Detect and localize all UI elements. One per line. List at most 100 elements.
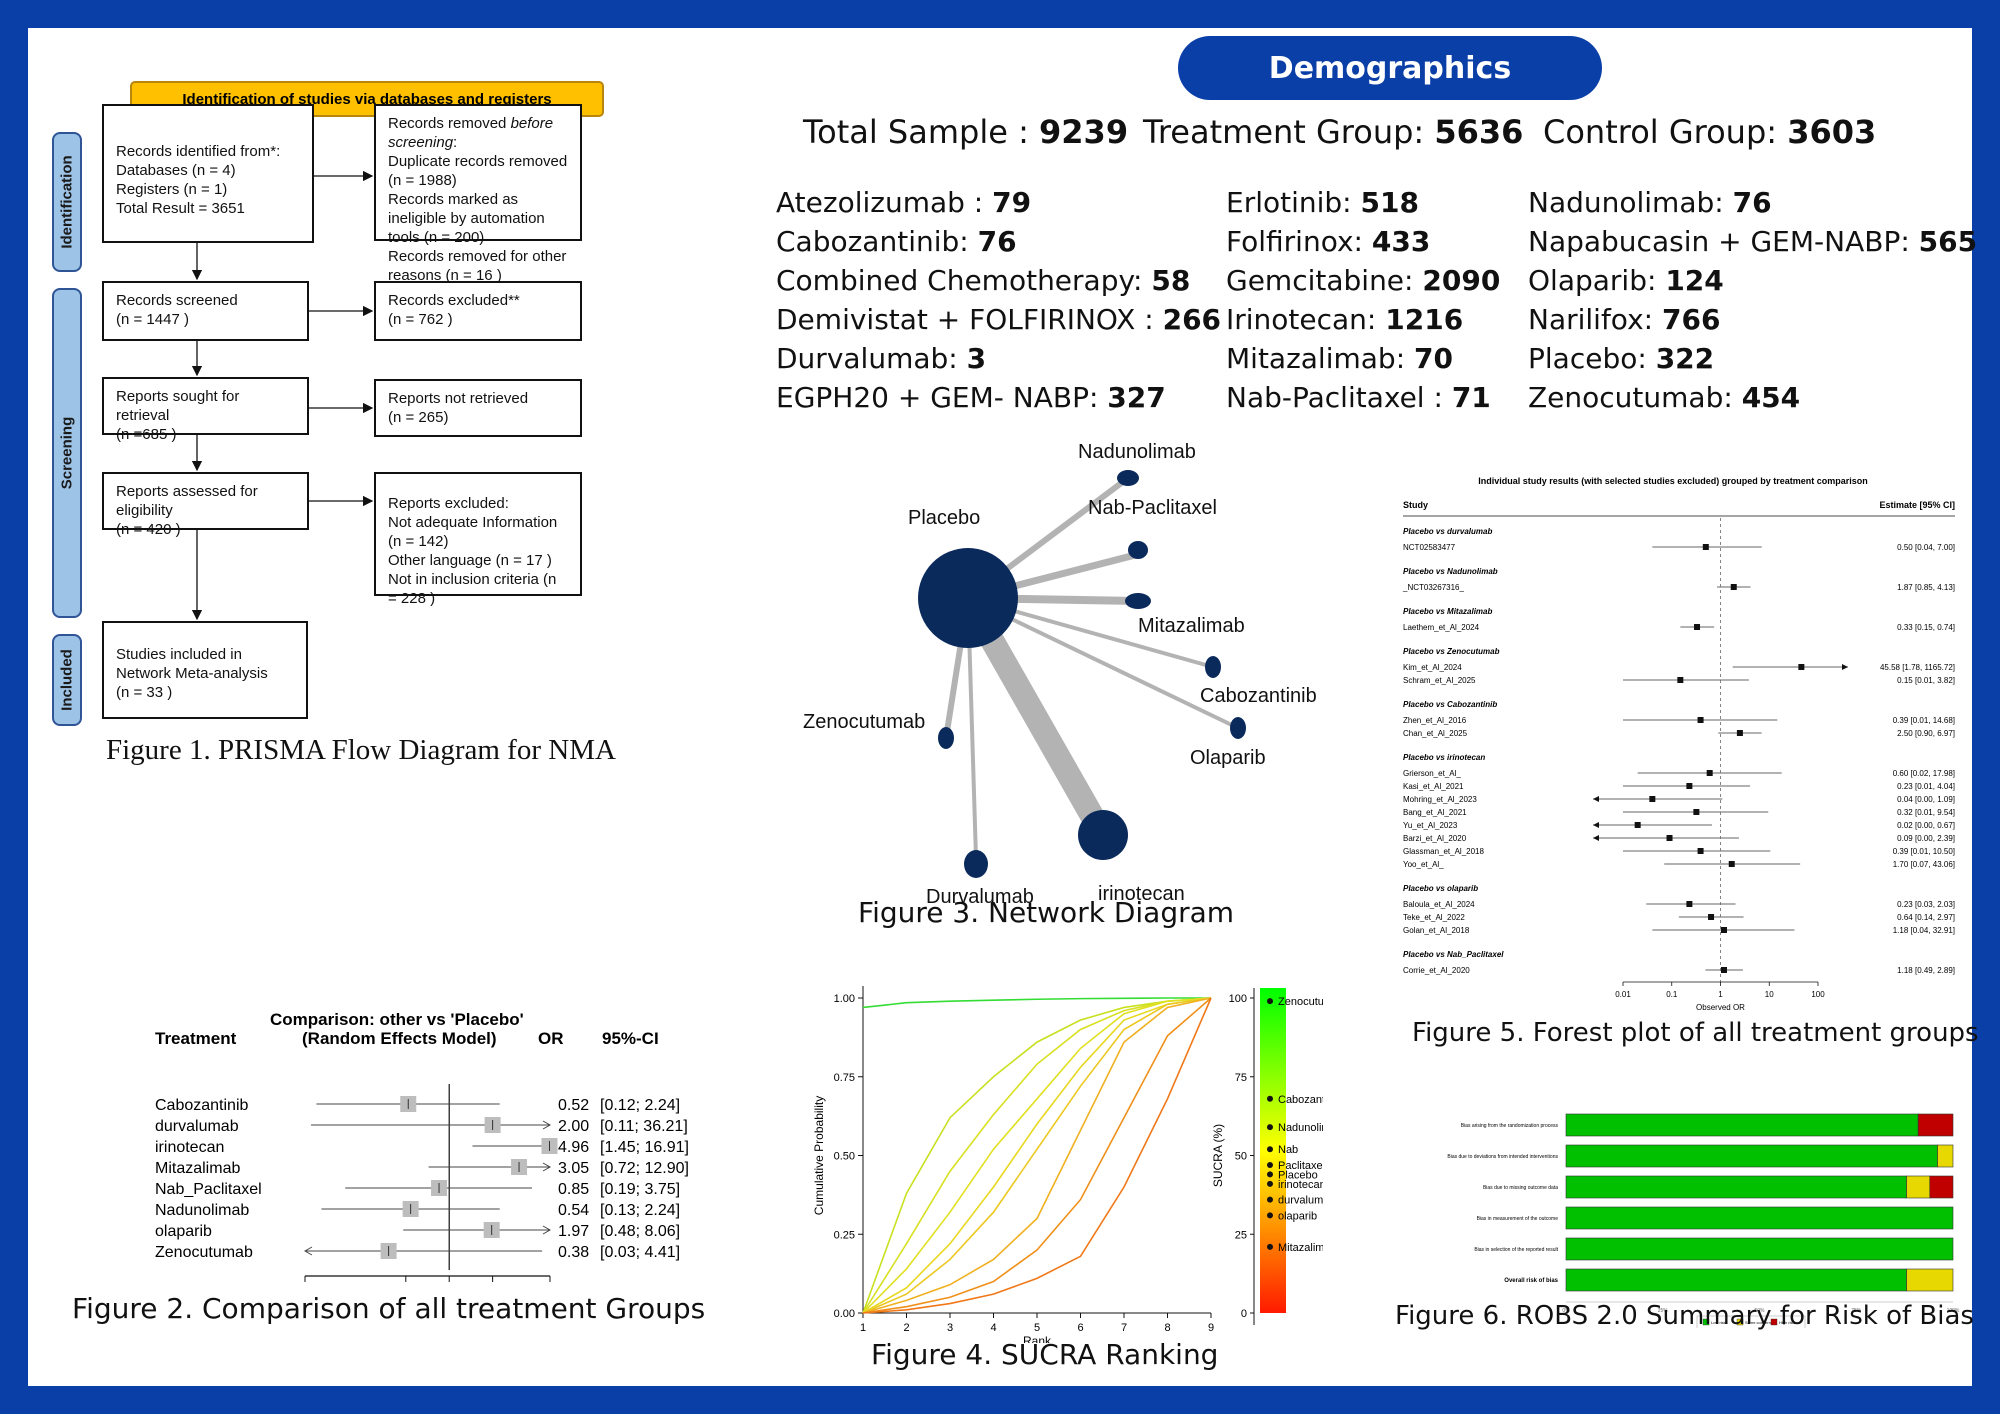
fig5-estimate-text: 0.60 [0.02, 17.98] — [1893, 769, 1955, 778]
fig5-group-label: Placebo vs Nadunolimab — [1403, 567, 1498, 576]
fig5-point — [1634, 822, 1641, 828]
fig4-x-tick: 2 — [903, 1322, 909, 1334]
label-placebo: Placebo — [908, 507, 980, 529]
fig6-legend-label: High risk — [1779, 1320, 1795, 1325]
fig4-sucra-point — [1267, 1124, 1273, 1131]
label-zenocutumab: Zenocutumab — [803, 711, 925, 733]
fig4-x-tick: 5 — [1034, 1322, 1040, 1334]
fig5-study-name: Zhen_et_Al_2016 — [1403, 716, 1467, 725]
fig5-estimate-text: 1.87 [0.85, 4.13] — [1897, 583, 1955, 592]
fig4-sucra-point-label: Zenocutumab — [1278, 996, 1323, 1008]
fig5-point — [1686, 783, 1693, 789]
fig2-arrow-left — [303, 1246, 313, 1256]
fig5-group-label: Placebo vs Cabozantinib — [1403, 700, 1497, 709]
fig2-or-label: 0.85 — [558, 1181, 589, 1198]
box-records-excluded: Records excluded** (n = 762 ) — [374, 281, 582, 341]
fig2-ci-label: [0.03; 4.41] — [600, 1244, 680, 1261]
fig2-ci-label: [0.19; 3.75] — [600, 1181, 680, 1198]
fig6-legend-swatch — [1770, 1318, 1778, 1326]
fig5-group-label: Placebo vs durvalumab — [1403, 527, 1492, 536]
demographic-item: EGPH20 + GEM- NABP: 327 — [776, 381, 1166, 414]
fig5-study-name: Glassman_et_Al_2018 — [1403, 847, 1484, 856]
fig5-estimate-text: 0.02 [0.00, 0.67] — [1897, 821, 1955, 830]
fig2-arrow-right — [542, 1162, 552, 1172]
fig2-forest-plot: Cabozantinib 0.52 [0.12; 2.24] durvalumab 2.… — [155, 1084, 689, 1282]
box-reports-excluded: Reports excluded: Not adequate Informati… — [374, 472, 582, 607]
fig5-study-name: NCT02583477 — [1403, 543, 1456, 552]
fig6-bar-segment — [1906, 1175, 1931, 1199]
fig5-point — [1702, 544, 1709, 550]
node-zenocutumab — [938, 727, 954, 749]
fig2-ci-label: [0.13; 2.24] — [600, 1202, 680, 1219]
fig2-arrow-right — [542, 1120, 552, 1130]
fig5-study-name: Golan_et_Al_2018 — [1403, 926, 1470, 935]
fig4-xlabel: Rank — [1023, 1334, 1052, 1343]
fig5-point — [1708, 914, 1715, 920]
fig5-x-tick: 1 — [1718, 990, 1723, 999]
prisma-arrows — [191, 170, 374, 621]
fig5-arrow-left — [1593, 822, 1599, 828]
fig5-estimate-text: 45.58 [1.78, 1165.72] — [1880, 663, 1955, 672]
fig2-ci-label: [1.45; 16.91] — [600, 1139, 689, 1156]
fig6-bar-segment — [1565, 1268, 1907, 1292]
fig6-category-label: Overall risk of bias — [1504, 1278, 1558, 1284]
fig2-ci-label: [0.11; 36.21] — [600, 1118, 688, 1135]
box-records-removed: Records removed before screening: Duplic… — [374, 104, 582, 284]
fig5-study-name: Bang_et_Al_2021 — [1403, 808, 1467, 817]
fig5-estimate-text: 0.04 [0.00, 1.09] — [1897, 795, 1955, 804]
fig5-point — [1677, 677, 1684, 683]
demographic-item: Erlotinib: 518 — [1226, 186, 1419, 219]
node-olaparib — [1230, 717, 1246, 739]
node-mitazalimab — [1125, 593, 1151, 609]
fig5-point — [1721, 967, 1728, 973]
fig4-y-tick: 0.00 — [834, 1308, 855, 1320]
fig5-estimate-text: 0.64 [0.14, 2.97] — [1897, 913, 1955, 922]
fig6-bar-segment — [1565, 1175, 1907, 1199]
fig4-sucra-point — [1267, 1212, 1273, 1219]
fig5-estimate-text: 1.70 [0.07, 43.06] — [1893, 860, 1955, 869]
fig4-sucra-point — [1267, 1243, 1273, 1250]
side-label-included: Included — [52, 634, 82, 726]
demographic-item: Nab-Paclitaxel : 71 — [1226, 381, 1491, 414]
demographic-item: Atezolizumab : 79 — [776, 186, 1032, 219]
fig5-study-name: Teke_et_Al_2022 — [1403, 913, 1465, 922]
fig4-sucra-point-label: Paclitaxel — [1278, 1160, 1323, 1172]
fig2-treatment-label: olaparib — [155, 1223, 212, 1240]
fig2-ci-label: [0.48; 8.06] — [600, 1223, 680, 1240]
fig4-series-line — [862, 997, 1212, 1314]
figure6-caption: Figure 6. ROBS 2.0 Summary for Risk of B… — [1395, 1301, 1974, 1331]
fig4-sucra-tick: 0 — [1241, 1308, 1247, 1320]
fig2-or-label: 3.05 — [558, 1160, 589, 1177]
fig5-xlabel: Observed OR — [1696, 1003, 1745, 1012]
side-label-screening: Screening — [52, 288, 82, 618]
fig5-group-label: Placebo vs Zenocutumab — [1403, 647, 1500, 656]
fig6-bar-segment — [1565, 1113, 1919, 1137]
fig4-sucra-point — [1267, 1196, 1273, 1203]
fig5-study-name: Yu_et_Al_2023 — [1403, 821, 1458, 830]
fig2-or-label: 0.38 — [558, 1244, 589, 1261]
demographic-item: Narilifox: 766 — [1528, 303, 1721, 336]
fig5-col-estimate: Estimate [95% CI] — [1879, 500, 1955, 510]
fig5-estimate-text: 0.39 [0.01, 14.68] — [1893, 716, 1955, 725]
fig6-category-label: Bias due to missing outcome data — [1483, 1185, 1558, 1191]
fig5-study-name: Corrie_et_Al_2020 — [1403, 966, 1470, 975]
fig2-title: Comparison: other vs 'Placebo' — [270, 1010, 524, 1029]
fig4-series-line — [862, 997, 1212, 1314]
fig4-x-tick: 6 — [1077, 1322, 1083, 1334]
fig6-bar-segment — [1565, 1206, 1954, 1230]
fig5-estimate-text: 0.39 [0.01, 10.50] — [1893, 847, 1955, 856]
fig2-or-label: 0.54 — [558, 1202, 589, 1219]
fig2-ci-label: [0.72; 12.90] — [600, 1160, 689, 1177]
fig5-point — [1736, 730, 1743, 736]
fig4-sucra-tick: 25 — [1235, 1229, 1247, 1241]
fig4-sucra-point — [1267, 998, 1273, 1005]
fig4-sucra-point-label: Cabozantinib — [1278, 1094, 1323, 1106]
box-studies-included: Studies included in Network Meta-analysi… — [102, 621, 308, 719]
fig5-estimate-text: 1.18 [0.49, 2.89] — [1897, 966, 1955, 975]
fig5-estimate-text: 0.32 [0.01, 9.54] — [1897, 808, 1955, 817]
fig4-x-tick: 1 — [860, 1322, 866, 1334]
fig4-sucra-tick: 50 — [1235, 1151, 1247, 1163]
fig5-x-tick: 0.1 — [1666, 990, 1678, 999]
fig4-y-tick: 0.25 — [834, 1229, 855, 1241]
label-irinotecan: irinotecan — [1098, 883, 1185, 905]
